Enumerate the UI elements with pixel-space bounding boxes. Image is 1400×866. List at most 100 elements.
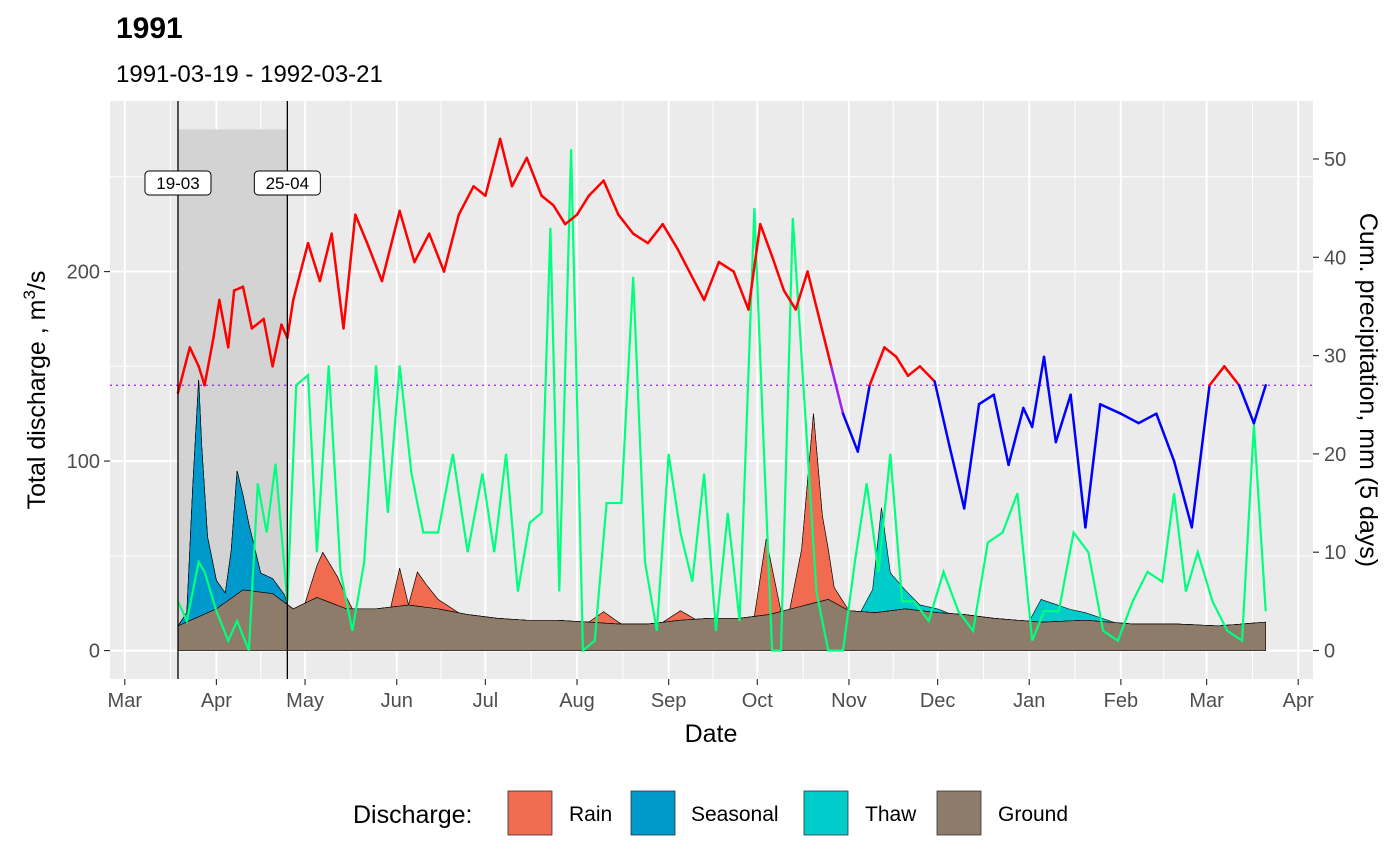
x-tick-label: Jul bbox=[473, 690, 499, 712]
phase-start-label-box bbox=[144, 170, 212, 196]
total-discharge-segment bbox=[318, 232, 333, 283]
total-discharge-segment bbox=[894, 355, 910, 378]
total-discharge-segment bbox=[948, 444, 966, 510]
phase-start-label: 19-03 bbox=[156, 174, 199, 193]
total-discharge-segment bbox=[1069, 393, 1087, 529]
total-discharge-segment bbox=[427, 232, 446, 273]
total-discharge-segment bbox=[631, 232, 650, 245]
total-discharge-segment bbox=[759, 222, 774, 258]
y2-axis-title: Cum. precipitation, mm (5 days) bbox=[1354, 213, 1382, 567]
x-tick-label: Aug bbox=[559, 690, 595, 712]
total-discharge-segment bbox=[188, 346, 200, 368]
total-discharge-segment bbox=[1098, 402, 1123, 415]
total-discharge-segment bbox=[732, 270, 750, 311]
total-discharge-segment bbox=[563, 213, 579, 226]
x-axis-title: Date bbox=[685, 720, 738, 748]
x-tick-label: Jun bbox=[381, 690, 413, 712]
total-discharge-segment bbox=[856, 384, 871, 453]
x-tick-label: Mar bbox=[108, 690, 143, 712]
total-discharge-segment bbox=[212, 298, 221, 340]
y-tick-label: 200 bbox=[67, 262, 100, 284]
total-discharge-segment bbox=[176, 346, 192, 395]
total-discharge-segment bbox=[782, 289, 797, 311]
data-lines bbox=[110, 137, 1313, 653]
total-discharge-segment bbox=[717, 260, 735, 273]
legend-key-thaw bbox=[803, 790, 849, 836]
total-discharge-segment bbox=[413, 232, 431, 264]
total-discharge-segment bbox=[1190, 384, 1211, 529]
ground-area bbox=[177, 589, 1267, 651]
precipitation-line bbox=[176, 149, 1267, 653]
x-tick-label: Sep bbox=[651, 690, 687, 712]
total-discharge-segment bbox=[262, 317, 274, 368]
total-discharge-segment bbox=[1084, 402, 1102, 529]
total-discharge-segment bbox=[702, 260, 721, 302]
total-discharge-segment bbox=[292, 241, 310, 302]
total-discharge-segment bbox=[1054, 393, 1072, 444]
total-discharge-segment bbox=[197, 365, 206, 387]
total-discharge-segment bbox=[271, 323, 283, 368]
x-tick-label: Jan bbox=[1013, 690, 1045, 712]
total-discharge-segment bbox=[829, 365, 845, 415]
total-discharge-segment bbox=[602, 179, 620, 216]
x-tick-label: Apr bbox=[1283, 690, 1314, 712]
x-tick-label: Apr bbox=[201, 690, 232, 712]
total-discharge-segment bbox=[218, 298, 230, 349]
total-discharge-segment bbox=[806, 270, 821, 321]
total-discharge-segment bbox=[1252, 384, 1267, 425]
phase-marks: 19-03 25-04 bbox=[144, 101, 321, 679]
total-discharge-segment bbox=[661, 222, 679, 251]
y-axis-title-tail: /s bbox=[23, 271, 51, 290]
x-tick-label: May bbox=[286, 690, 324, 712]
total-discharge-segment bbox=[232, 285, 245, 292]
legend-label-ground: Ground bbox=[998, 803, 1068, 826]
x-tick-label: Mar bbox=[1189, 690, 1224, 712]
total-discharge-segment bbox=[354, 213, 369, 245]
total-discharge-segment bbox=[1208, 365, 1226, 387]
total-discharge-segment bbox=[540, 194, 555, 207]
total-discharge-segment bbox=[1237, 384, 1256, 425]
y2-tick-label: 50 bbox=[1324, 149, 1346, 171]
total-discharge-segment bbox=[1172, 459, 1194, 529]
total-discharge-segment bbox=[306, 241, 322, 283]
legend-key-ground bbox=[936, 790, 982, 836]
total-discharge-segment bbox=[442, 213, 461, 273]
x-tick-label: Dec bbox=[920, 690, 956, 712]
total-discharge-segment bbox=[457, 185, 475, 216]
total-discharge-segment bbox=[1022, 406, 1034, 429]
total-discharge-segment bbox=[617, 213, 635, 235]
y2-tick-label: 30 bbox=[1324, 346, 1346, 368]
total-discharge-segment bbox=[933, 380, 951, 448]
total-discharge-segment bbox=[380, 209, 401, 283]
chart-subtitle: 1991-03-19 - 1992-03-21 bbox=[116, 61, 383, 88]
total-discharge-segment bbox=[883, 346, 898, 359]
total-discharge-segment bbox=[398, 209, 416, 264]
total-discharge-segment bbox=[747, 222, 762, 311]
phase-end-label-box bbox=[253, 170, 321, 196]
y2-tick-label: 10 bbox=[1324, 542, 1346, 564]
y-tick-label: 0 bbox=[89, 641, 100, 663]
total-discharge-segment bbox=[1137, 412, 1158, 425]
total-discharge-segment bbox=[498, 137, 514, 188]
total-discharge-segment bbox=[688, 270, 706, 302]
total-discharge-segment bbox=[587, 179, 605, 198]
total-discharge-segment bbox=[330, 232, 345, 330]
total-discharge-segment bbox=[868, 346, 886, 387]
total-discharge-segment bbox=[918, 365, 936, 383]
total-discharge-segment bbox=[250, 317, 265, 330]
x-tick-label: Nov bbox=[831, 690, 867, 712]
total-discharge-segment bbox=[818, 317, 833, 368]
total-discharge-segment bbox=[962, 402, 981, 510]
total-discharge-segment bbox=[241, 285, 254, 330]
total-discharge-segment bbox=[1223, 365, 1241, 387]
y2-tick-label: 40 bbox=[1324, 247, 1346, 269]
total-discharge-segment bbox=[1042, 355, 1058, 444]
total-discharge-segment bbox=[286, 298, 295, 340]
total-discharge-segment bbox=[794, 270, 809, 311]
legend-key-rain bbox=[507, 790, 553, 836]
discharge-areas bbox=[177, 379, 1267, 651]
total-discharge-segment bbox=[906, 365, 922, 378]
y2-tick-label: 0 bbox=[1324, 640, 1335, 662]
y-axis-title: Total discharge , m3/s bbox=[20, 271, 51, 510]
